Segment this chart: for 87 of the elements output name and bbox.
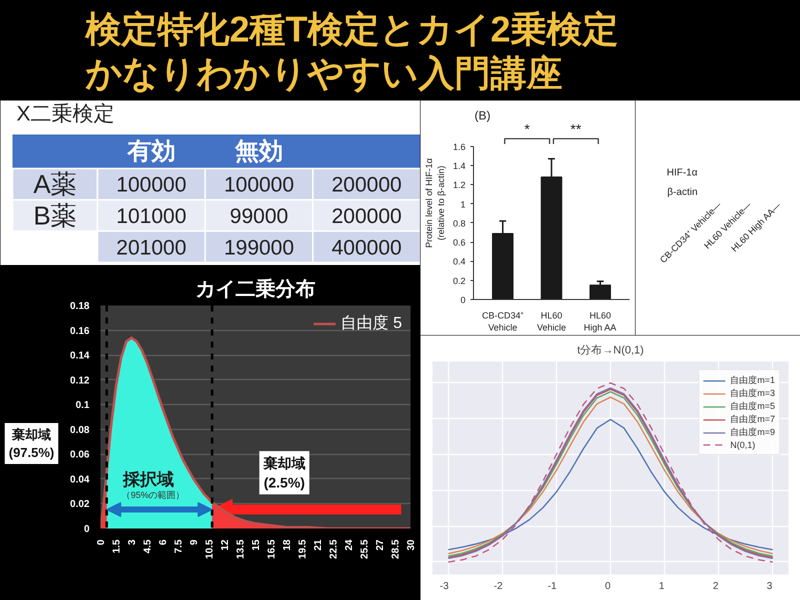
x-tick-label: -2 (494, 581, 504, 592)
category-label: β-actin (667, 187, 698, 198)
data-label: 100000 (224, 174, 294, 197)
data-label: 200000 (332, 205, 402, 228)
x-tick-label: 12 (220, 539, 231, 551)
y-tick-label: 0.6 (452, 238, 466, 248)
x-tick-label: 7.5 (174, 539, 184, 554)
legend-label: 自由度m=9 (730, 426, 775, 439)
y-tick-label: 0.4 (452, 256, 466, 267)
legend-label: 自由度m=3 (730, 387, 775, 400)
data-label: 400000 (332, 236, 402, 260)
chart-title: カイ二乗分布 (196, 278, 316, 300)
legend-label: N(0,1) (730, 439, 756, 450)
data-label: 99000 (230, 205, 288, 228)
line-series (100, 336, 410, 528)
y-tick-label: 0.08 (70, 424, 90, 436)
x-tick-label: CB-CD34⁺ Vehicle (482, 310, 524, 332)
y-tick-label: 0.1 (76, 400, 90, 412)
y-tick-label: B薬 (33, 200, 77, 230)
x-tick-label: 10.5 (204, 539, 216, 559)
x-tick-label: 9 (189, 539, 200, 546)
x-tick-label: 24 (344, 539, 355, 551)
chart-title: X二乗検定 (16, 102, 115, 126)
y-tick-label: 0.8 (452, 218, 466, 228)
x-tick-label: 1 (658, 581, 665, 592)
y-axis-title: Protein level of HIF-1α (relative to β-actin) (424, 158, 446, 248)
data-label: 100000 (116, 174, 186, 197)
x-tick-label: 3 (766, 581, 773, 592)
annotation: 採択域 (122, 470, 174, 489)
data-label: 200000 (332, 174, 402, 197)
x-tick-label: 2 (712, 581, 719, 592)
y-tick-label: 0.06 (70, 450, 90, 461)
y-tick-label: 0 (460, 295, 466, 305)
x-tick-label: 28.5 (390, 539, 402, 559)
x-tick-label: 16.5 (266, 539, 278, 559)
x-tick-label: 4.5 (142, 539, 154, 554)
y-tick-label: 1.6 (452, 142, 466, 152)
y-tick-label: A薬 (33, 169, 77, 200)
x-tick-label: 19.5 (298, 539, 308, 559)
x-tick-label: 15 (251, 539, 262, 551)
y-tick-label: 1.4 (452, 160, 466, 171)
text: 検定特化2種T検定とカイ2乗検定 (84, 8, 619, 50)
x-tick-label: 27 (375, 539, 386, 551)
text: 棄却域 (97.5%) (8, 426, 54, 460)
x-tick-label: 6 (158, 539, 169, 546)
x-tick-label: 1.5 (112, 539, 122, 554)
legend-label: 自由度m=1 (730, 374, 775, 387)
x-tick-label: -1 (548, 581, 557, 592)
text: かなりわかりやすい入門講座 (84, 52, 562, 94)
data-label: 199000 (224, 236, 294, 260)
legend-label: 自由度m=5 (730, 400, 775, 413)
x-tick-label: HL60 High AA (584, 310, 616, 332)
x-tick-label: 3 (127, 539, 138, 546)
y-tick-label: 0 (84, 524, 90, 535)
annotation: 棄却域 (2.5%) (262, 455, 306, 490)
x-tick-label: 0 (96, 539, 107, 546)
x-tick-label: 無効 (234, 138, 283, 165)
x-tick-label: 13.5 (236, 539, 246, 559)
category-label: HIF-1α (666, 168, 698, 179)
y-tick-label: 1.2 (452, 180, 466, 190)
x-tick-label: 18 (282, 539, 293, 551)
annotation: （95%の範囲） (122, 490, 185, 500)
y-tick-label: 0.18 (70, 301, 90, 312)
bar (590, 284, 611, 300)
legend-label: 自由度 5 (340, 314, 402, 334)
legend-label: 自由度m=7 (730, 413, 775, 426)
text: (B) (474, 108, 490, 122)
y-tick-label: 0.16 (70, 326, 90, 337)
y-tick-label: 0.04 (70, 474, 90, 486)
y-tick-label: 0.2 (452, 276, 466, 286)
y-tick-label: 0.12 (70, 375, 90, 386)
x-tick-label: 0 (604, 581, 611, 592)
x-tick-label: 22.5 (328, 539, 340, 559)
y-tick-label: 0.02 (70, 499, 90, 510)
text: ** (570, 121, 582, 138)
y-tick-label: 1 (460, 199, 466, 210)
x-tick-label: 25.5 (360, 539, 370, 559)
x-tick-label: 21 (313, 539, 324, 551)
data-label: 101000 (116, 205, 186, 228)
data-label: 201000 (116, 236, 186, 260)
x-tick-label: HL60 Vehicle (536, 310, 566, 332)
x-tick-label: -3 (440, 581, 450, 592)
x-tick-label: 30 (406, 539, 417, 551)
text: * (524, 121, 530, 138)
x-tick-label: 有効 (126, 138, 176, 165)
y-tick-label: 0.14 (70, 350, 90, 362)
chart-title: t分布→N(0,1) (577, 344, 644, 356)
